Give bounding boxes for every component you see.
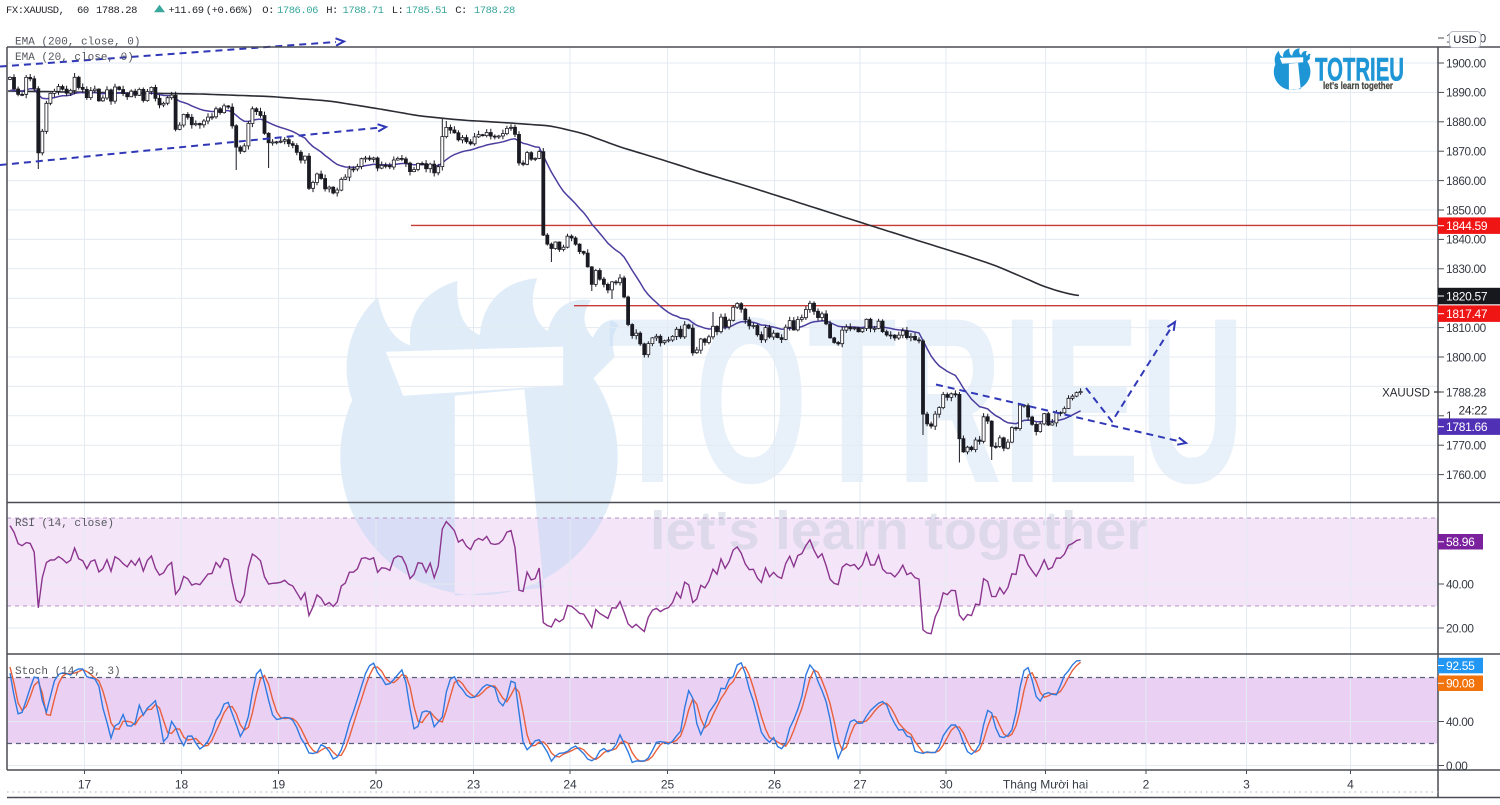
svg-text:92.55: 92.55 <box>1446 659 1475 673</box>
svg-text:1830.00: 1830.00 <box>1446 262 1487 276</box>
svg-text:+11.69: +11.69 <box>169 5 204 17</box>
svg-text:1820.57: 1820.57 <box>1446 289 1488 303</box>
svg-text:1870.00: 1870.00 <box>1446 145 1487 159</box>
svg-text:1900.00: 1900.00 <box>1446 56 1487 70</box>
svg-text:1770.00: 1770.00 <box>1446 439 1487 453</box>
svg-text:1788.28: 1788.28 <box>96 5 137 17</box>
svg-text:1817.47: 1817.47 <box>1446 307 1488 321</box>
svg-text:40.00: 40.00 <box>1446 577 1474 591</box>
svg-text:Stoch (14, 3, 3): Stoch (14, 3, 3) <box>15 666 121 678</box>
svg-text:58.96: 58.96 <box>1446 535 1475 549</box>
svg-text:1890.00: 1890.00 <box>1446 86 1487 100</box>
svg-text:EMA (20, close, 0): EMA (20, close, 0) <box>15 52 134 64</box>
svg-text:let's learn together: let's learn together <box>1323 80 1393 92</box>
svg-text:O:: O: <box>262 5 274 17</box>
svg-text:C:: C: <box>455 5 467 17</box>
svg-text:25: 25 <box>661 778 675 792</box>
svg-text:TOTRIEU: TOTRIEU <box>1315 52 1404 88</box>
svg-text:RSI (14, close): RSI (14, close) <box>15 518 114 530</box>
svg-text:1840.00: 1840.00 <box>1446 233 1487 247</box>
svg-text:18: 18 <box>175 778 189 792</box>
svg-text:1810.00: 1810.00 <box>1446 321 1487 335</box>
svg-text:30: 30 <box>939 778 953 792</box>
svg-text:1788.71: 1788.71 <box>343 5 384 17</box>
svg-text:40.00: 40.00 <box>1446 715 1474 729</box>
svg-text:TOTRIEU: TOTRIEU <box>608 269 1245 533</box>
svg-text:let's learn together: let's learn together <box>650 501 1148 561</box>
svg-text:USD: USD <box>1453 34 1476 46</box>
svg-text:24:22: 24:22 <box>1458 403 1487 417</box>
svg-text:90.08: 90.08 <box>1446 677 1475 691</box>
svg-text:Tháng Mười hai: Tháng Mười hai <box>1003 778 1088 792</box>
svg-text:60: 60 <box>77 5 89 17</box>
svg-text:L:: L: <box>392 5 404 17</box>
svg-text:23: 23 <box>467 778 481 792</box>
svg-text:3: 3 <box>1243 778 1250 792</box>
svg-text:0.00: 0.00 <box>1446 759 1468 773</box>
svg-text:1880.00: 1880.00 <box>1446 115 1487 129</box>
svg-text:1788.28: 1788.28 <box>1446 385 1487 399</box>
svg-text:2: 2 <box>1143 778 1150 792</box>
svg-text:26: 26 <box>768 778 782 792</box>
svg-text:EMA (200, close, 0): EMA (200, close, 0) <box>15 37 140 49</box>
svg-text:1800.00: 1800.00 <box>1446 350 1487 364</box>
svg-text:1788.28: 1788.28 <box>474 5 515 17</box>
svg-text:20: 20 <box>369 778 383 792</box>
svg-text:4: 4 <box>1347 778 1354 792</box>
svg-text:XAUUSD: XAUUSD <box>1382 387 1430 399</box>
svg-text:24: 24 <box>563 778 577 792</box>
svg-text:1760.00: 1760.00 <box>1446 468 1487 482</box>
svg-text:19: 19 <box>272 778 286 792</box>
svg-text:1781.66: 1781.66 <box>1446 420 1488 434</box>
svg-text:17: 17 <box>78 778 92 792</box>
svg-text:FX:XAUUSD,: FX:XAUUSD, <box>6 5 65 17</box>
svg-text:H:: H: <box>326 5 338 17</box>
svg-text:20.00: 20.00 <box>1446 621 1474 635</box>
svg-text:1850.00: 1850.00 <box>1446 203 1487 217</box>
svg-text:1844.59: 1844.59 <box>1446 219 1488 233</box>
svg-text:(+0.66%): (+0.66%) <box>206 5 253 17</box>
svg-text:1860.00: 1860.00 <box>1446 174 1487 188</box>
svg-text:1786.06: 1786.06 <box>277 5 318 17</box>
svg-text:27: 27 <box>853 778 867 792</box>
svg-text:1785.51: 1785.51 <box>406 5 447 17</box>
